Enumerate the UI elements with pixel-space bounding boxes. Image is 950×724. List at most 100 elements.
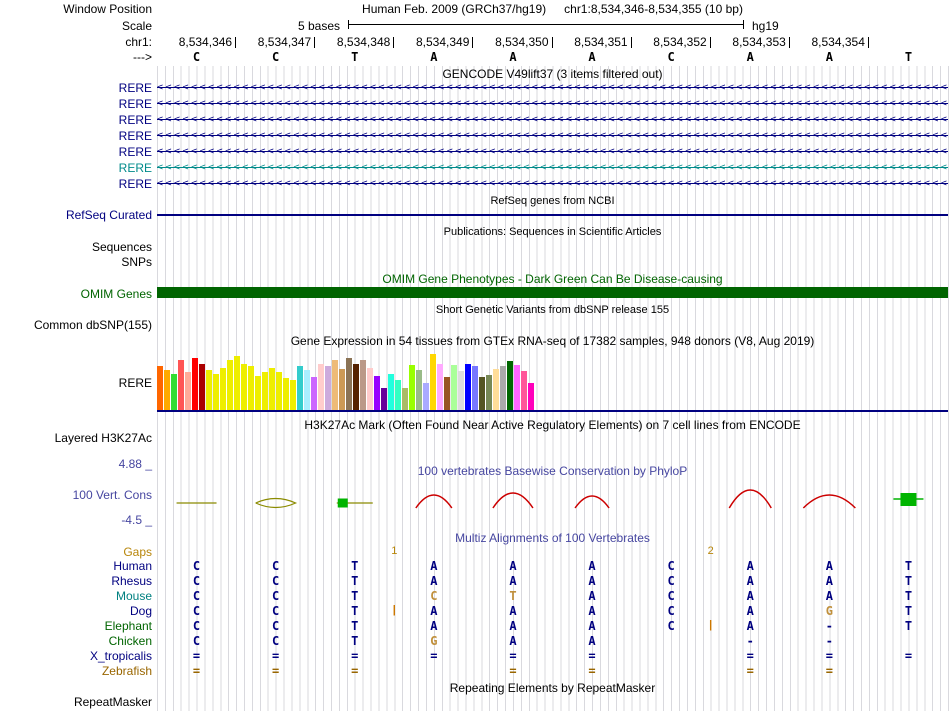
chromosome-label: chr1:: [125, 35, 152, 49]
alignment-row-label[interactable]: Rhesus: [111, 574, 152, 588]
alignment-row-label[interactable]: Dog: [129, 604, 152, 618]
insertion-marker: |: [392, 604, 396, 616]
gtex-bar: [437, 364, 443, 410]
gene-track-label[interactable]: RERE: [118, 161, 152, 175]
transcript-line[interactable]: [157, 151, 948, 152]
transcript-line[interactable]: [157, 167, 948, 168]
alignment-base: A: [746, 574, 754, 588]
alignment-row-label[interactable]: Chicken: [108, 634, 152, 648]
gencode-center-label: GENCODE V49lift37 (3 items filtered out): [442, 67, 663, 81]
refseq-gene-line[interactable]: [157, 214, 948, 216]
gtex-bar: [171, 374, 177, 410]
alignment-row-label[interactable]: X_tropicalis: [89, 649, 152, 663]
transcript-arrows[interactable]: <<<<<<<<<<<<<<<<<<<<<<<<<<<<<<<<<<<<<<<<…: [157, 114, 948, 125]
transcript-arrows[interactable]: <<<<<<<<<<<<<<<<<<<<<<<<<<<<<<<<<<<<<<<<…: [157, 146, 948, 157]
ruler-base: A: [588, 50, 596, 64]
alignment-base: T: [351, 589, 359, 603]
ruler-base: T: [904, 50, 913, 64]
ruler-tick: [551, 37, 553, 48]
alignment-base: -: [825, 619, 833, 633]
alignment-row[interactable]: = = = = = = = = =: [0, 649, 950, 663]
gtex-bar: [444, 377, 450, 410]
alignment-base: A: [509, 604, 517, 618]
conservation-plot[interactable]: [157, 478, 948, 520]
alignment-base: A: [825, 559, 833, 573]
alignment-base: T: [351, 574, 359, 588]
alignment-base: C: [272, 604, 280, 618]
omim-gene-bar[interactable]: [157, 287, 948, 298]
gtex-bar: [220, 368, 226, 410]
alignment-base: A: [430, 574, 438, 588]
gtex-bar: [185, 372, 191, 410]
gene-track-label[interactable]: RERE: [118, 97, 152, 111]
alignment-base: C: [667, 589, 675, 603]
position-header: Human Feb. 2009 (GRCh37/hg19) chr1:8,534…: [157, 2, 948, 16]
scale-bar-right-tick: [743, 20, 744, 29]
alignment-row-label[interactable]: Elephant: [104, 619, 152, 633]
gene-track-label[interactable]: RERE: [118, 129, 152, 143]
gtex-bar: [206, 370, 212, 410]
alignment-row[interactable]: C C T A A A C A G T |: [0, 604, 950, 618]
gene-track-label[interactable]: RERE: [118, 81, 152, 95]
alignment-base: T: [351, 559, 359, 573]
gtex-bar: [339, 369, 345, 410]
gtex-bar: [276, 372, 282, 410]
refseq-track-label[interactable]: RefSeq Curated: [65, 208, 152, 222]
transcript-arrows[interactable]: <<<<<<<<<<<<<<<<<<<<<<<<<<<<<<<<<<<<<<<<…: [157, 98, 948, 109]
ruler-coordinate: 8,534,347: [257, 35, 312, 49]
conservation-min-label: -4.5 _: [121, 513, 152, 527]
gtex-bar: [360, 360, 366, 410]
ruler-tick: [867, 37, 869, 48]
gene-track-label[interactable]: RERE: [118, 113, 152, 127]
publications-snps-label[interactable]: SNPs: [121, 255, 152, 269]
alignment-row[interactable]: = = = = = = =: [0, 664, 950, 678]
gtex-bar: [178, 360, 184, 410]
transcript-line[interactable]: [157, 135, 948, 136]
refseq-center-label: RefSeq genes from NCBI: [490, 195, 615, 207]
gene-track-label[interactable]: RERE: [118, 145, 152, 159]
ruler-tick: [709, 37, 711, 48]
transcript-arrows[interactable]: <<<<<<<<<<<<<<<<<<<<<<<<<<<<<<<<<<<<<<<<…: [157, 130, 948, 141]
transcript-line[interactable]: [157, 183, 948, 184]
gtex-bar: [283, 378, 289, 410]
alignment-base: A: [509, 559, 517, 573]
dbsnp-track-label[interactable]: Common dbSNP(155): [33, 318, 152, 332]
transcript-arrows[interactable]: <<<<<<<<<<<<<<<<<<<<<<<<<<<<<<<<<<<<<<<<…: [157, 178, 948, 189]
transcript-arrows[interactable]: <<<<<<<<<<<<<<<<<<<<<<<<<<<<<<<<<<<<<<<<…: [157, 82, 948, 93]
ruler-tick: [788, 37, 790, 48]
alignment-row-label[interactable]: Zebrafish: [101, 664, 152, 678]
alignment-row[interactable]: C C T A A A C A - T |: [0, 619, 950, 633]
gtex-bar: [430, 354, 436, 410]
gtex-bar: [451, 365, 457, 410]
alignment-base: =: [272, 664, 280, 678]
h3k27ac-track-label[interactable]: Layered H3K27Ac: [54, 431, 152, 445]
alignment-base: G: [825, 604, 833, 618]
alignment-row-label[interactable]: Mouse: [115, 589, 152, 603]
gtex-bar: [458, 371, 464, 410]
transcript-line[interactable]: [157, 103, 948, 104]
alignment-row-label-gaps[interactable]: Gaps: [123, 545, 152, 559]
alignment-row-label[interactable]: Human: [113, 559, 152, 573]
conservation-track-label[interactable]: 100 Vert. Cons: [72, 488, 152, 502]
ruler-tick: [235, 37, 237, 48]
ruler-base: C: [667, 50, 675, 64]
publications-sequences-label[interactable]: Sequences: [91, 240, 152, 254]
alignment-base: =: [351, 649, 359, 663]
alignment-base: -: [746, 634, 754, 648]
gtex-track-label[interactable]: RERE: [118, 376, 152, 390]
transcript-line[interactable]: [157, 119, 948, 120]
omim-track-label[interactable]: OMIM Genes: [80, 287, 152, 301]
transcript-line[interactable]: [157, 87, 948, 88]
alignment-base: A: [588, 559, 596, 573]
gene-track-label[interactable]: RERE: [118, 177, 152, 191]
alignment-base: A: [430, 619, 438, 633]
repeatmasker-track-label[interactable]: RepeatMasker: [73, 695, 152, 709]
transcript-arrows[interactable]: <<<<<<<<<<<<<<<<<<<<<<<<<<<<<<<<<<<<<<<<…: [157, 162, 948, 173]
